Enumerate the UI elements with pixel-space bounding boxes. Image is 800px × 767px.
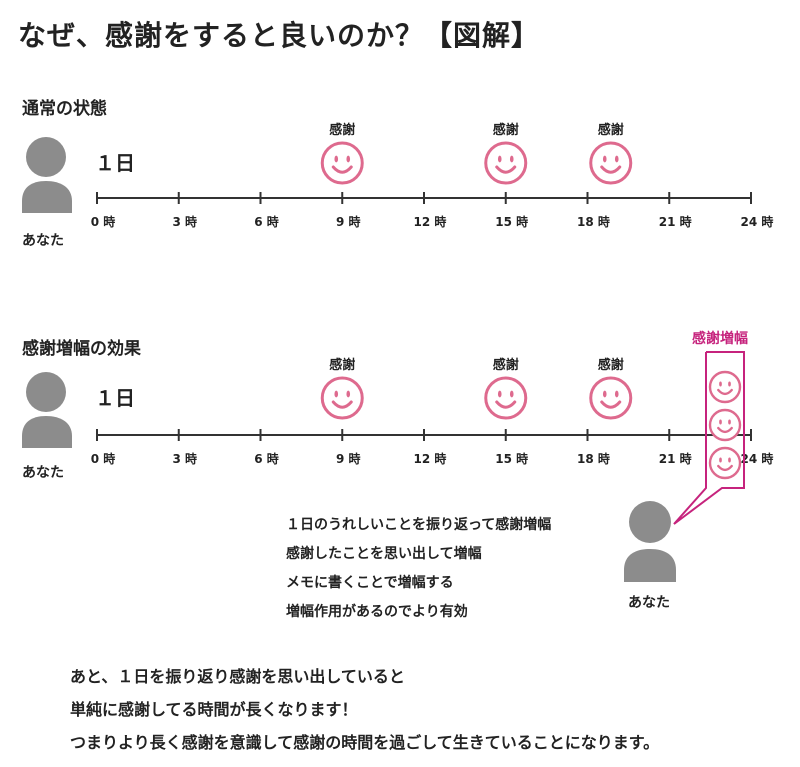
smiley-icon bbox=[589, 141, 633, 185]
tick-label: 6 時 bbox=[254, 215, 279, 229]
explanation-line-2: 感謝したことを思い出して増幅 bbox=[286, 546, 482, 562]
summary-block: あと、１日を振り返り感謝を思い出していると 単純に感謝してる時間が長くなります！… bbox=[70, 663, 659, 762]
day-label-amplified: １日 bbox=[95, 386, 135, 410]
summary-line-1: あと、１日を振り返り感謝を思い出していると bbox=[70, 667, 405, 686]
section-heading-amplified: 感謝増幅の効果 bbox=[22, 339, 141, 359]
tick-label: 24 時 bbox=[740, 452, 774, 466]
tick-label: 3 時 bbox=[172, 215, 198, 229]
tick-label: 18 時 bbox=[577, 215, 610, 229]
tick-label: 21 時 bbox=[658, 452, 692, 466]
gratitude-label: 感謝 bbox=[492, 123, 519, 138]
person-icon-normal bbox=[20, 135, 76, 221]
explanation-line-1: １日のうれしいことを振り返って感謝増幅 bbox=[286, 517, 552, 533]
smiley-icon bbox=[320, 141, 364, 185]
smiley-icon bbox=[484, 376, 528, 420]
explanation-line-4: 増幅作用があるのでより有効 bbox=[286, 604, 468, 620]
tick-label: 9 時 bbox=[335, 215, 361, 229]
tick-label: 6 時 bbox=[254, 452, 279, 466]
person-label-amplified: あなた bbox=[22, 465, 64, 481]
page-title: なぜ、感謝をすると良いのか？【図解】 bbox=[18, 19, 541, 52]
amplified-smiley-icon bbox=[708, 370, 742, 404]
tick-label: 15 時 bbox=[495, 452, 529, 466]
tick-label: 24 時 bbox=[740, 215, 774, 229]
tick-label: 0 時 bbox=[90, 452, 116, 466]
person-label-normal: あなた bbox=[22, 233, 64, 249]
smiley-icon bbox=[484, 141, 528, 185]
gratitude-label: 感謝 bbox=[492, 358, 519, 373]
day-label-normal: １日 bbox=[95, 151, 135, 175]
person-label-reflecting: あなた bbox=[628, 595, 670, 611]
explanation-list: １日のうれしいことを振り返って感謝増幅 感謝したことを思い出して増幅 メモに書く… bbox=[286, 514, 551, 630]
summary-line-3: つまりより長く感謝を意識して感謝の時間を過ごして生きていることになります。 bbox=[70, 733, 660, 752]
tick-label: 15 時 bbox=[495, 215, 529, 229]
amplified-smiley-icon bbox=[708, 408, 742, 442]
smiley-icon bbox=[320, 376, 364, 420]
explanation-line-3: メモに書くことで増幅する bbox=[286, 575, 454, 591]
gratitude-label: 感謝 bbox=[597, 358, 624, 373]
gratitude-label: 感謝 bbox=[329, 358, 356, 373]
amplify-title: 感謝増幅 bbox=[692, 331, 748, 347]
gratitude-label: 感謝 bbox=[597, 123, 624, 138]
tick-label: 18 時 bbox=[577, 452, 610, 466]
amplified-smiley-icon bbox=[708, 446, 742, 480]
section-heading-normal: 通常の状態 bbox=[22, 99, 107, 119]
tick-label: 12 時 bbox=[413, 215, 447, 229]
person-icon-amplified bbox=[20, 370, 76, 456]
gratitude-label: 感謝 bbox=[329, 123, 356, 138]
summary-line-2: 単純に感謝してる時間が長くなります！ bbox=[70, 700, 358, 719]
person-icon-reflecting bbox=[620, 498, 680, 588]
tick-label: 12 時 bbox=[413, 452, 447, 466]
tick-label: 3 時 bbox=[172, 452, 198, 466]
smiley-icon bbox=[589, 376, 633, 420]
tick-label: 0 時 bbox=[90, 215, 116, 229]
tick-label: 21 時 bbox=[658, 215, 692, 229]
tick-label: 9 時 bbox=[335, 452, 361, 466]
